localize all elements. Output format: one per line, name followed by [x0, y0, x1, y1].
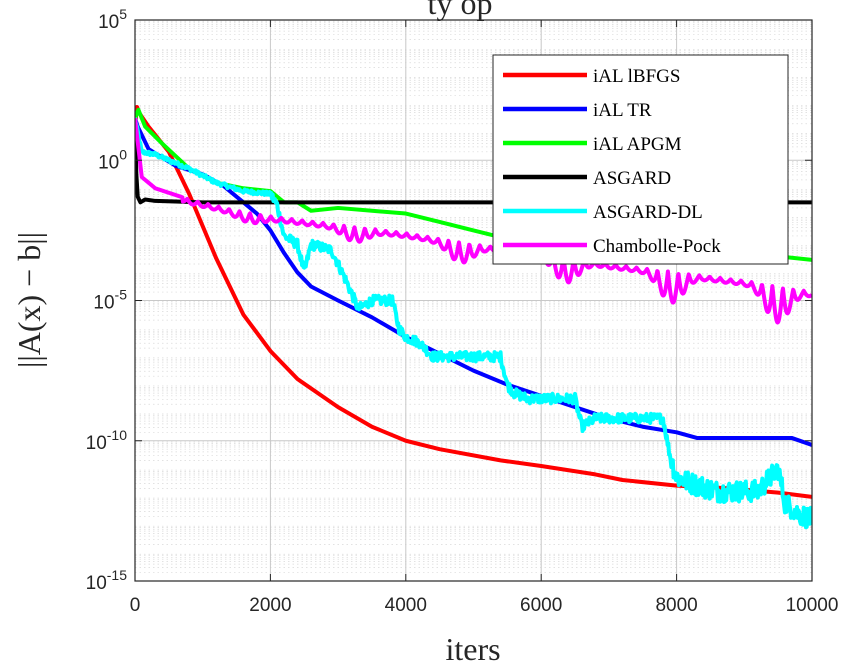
legend-label: iAL APGM [593, 134, 682, 155]
y-tick-label: 10-15 [86, 567, 128, 594]
x-tick-labels: 0 2000 4000 6000 8000 10000 [130, 595, 839, 616]
series-line-6 [135, 117, 812, 325]
minor-grid [135, 20, 812, 573]
y-axis-title: ||A(x) − b|| [11, 232, 47, 368]
y-tick-label: 10-5 [93, 287, 127, 314]
x-tick-label: 8000 [655, 595, 697, 616]
legend-box [492, 54, 789, 265]
legend-label: iAL TR [593, 100, 652, 121]
legend-label: ASGARD [593, 168, 671, 189]
series-line-5 [135, 117, 812, 530]
x-tick-label: 0 [130, 595, 141, 616]
x-tick-label: 4000 [385, 595, 427, 616]
ticks-layer [134, 19, 813, 582]
y-tick-label: 100 [98, 146, 127, 173]
legend-label: Chambolle-Pock [593, 236, 721, 257]
legend-label: iAL lBFGS [593, 66, 680, 87]
x-axis-title: iters [445, 631, 500, 667]
series-line-4 [135, 126, 812, 205]
x-tick-label: 2000 [249, 595, 291, 616]
y-tick-label: 105 [98, 6, 127, 33]
y-tick-label: 10-10 [86, 427, 128, 454]
chart-title: ty op [428, 0, 493, 21]
legend: iAL lBFGS iAL TR iAL APGM ASGARD ASGARD-DL Ch… [492, 54, 789, 265]
legend-label: ASGARD-DL [593, 202, 703, 223]
x-tick-label: 6000 [520, 595, 562, 616]
y-tick-labels: 105 100 10-5 10-10 10-15 [86, 6, 128, 594]
x-tick-label: 10000 [786, 595, 839, 616]
